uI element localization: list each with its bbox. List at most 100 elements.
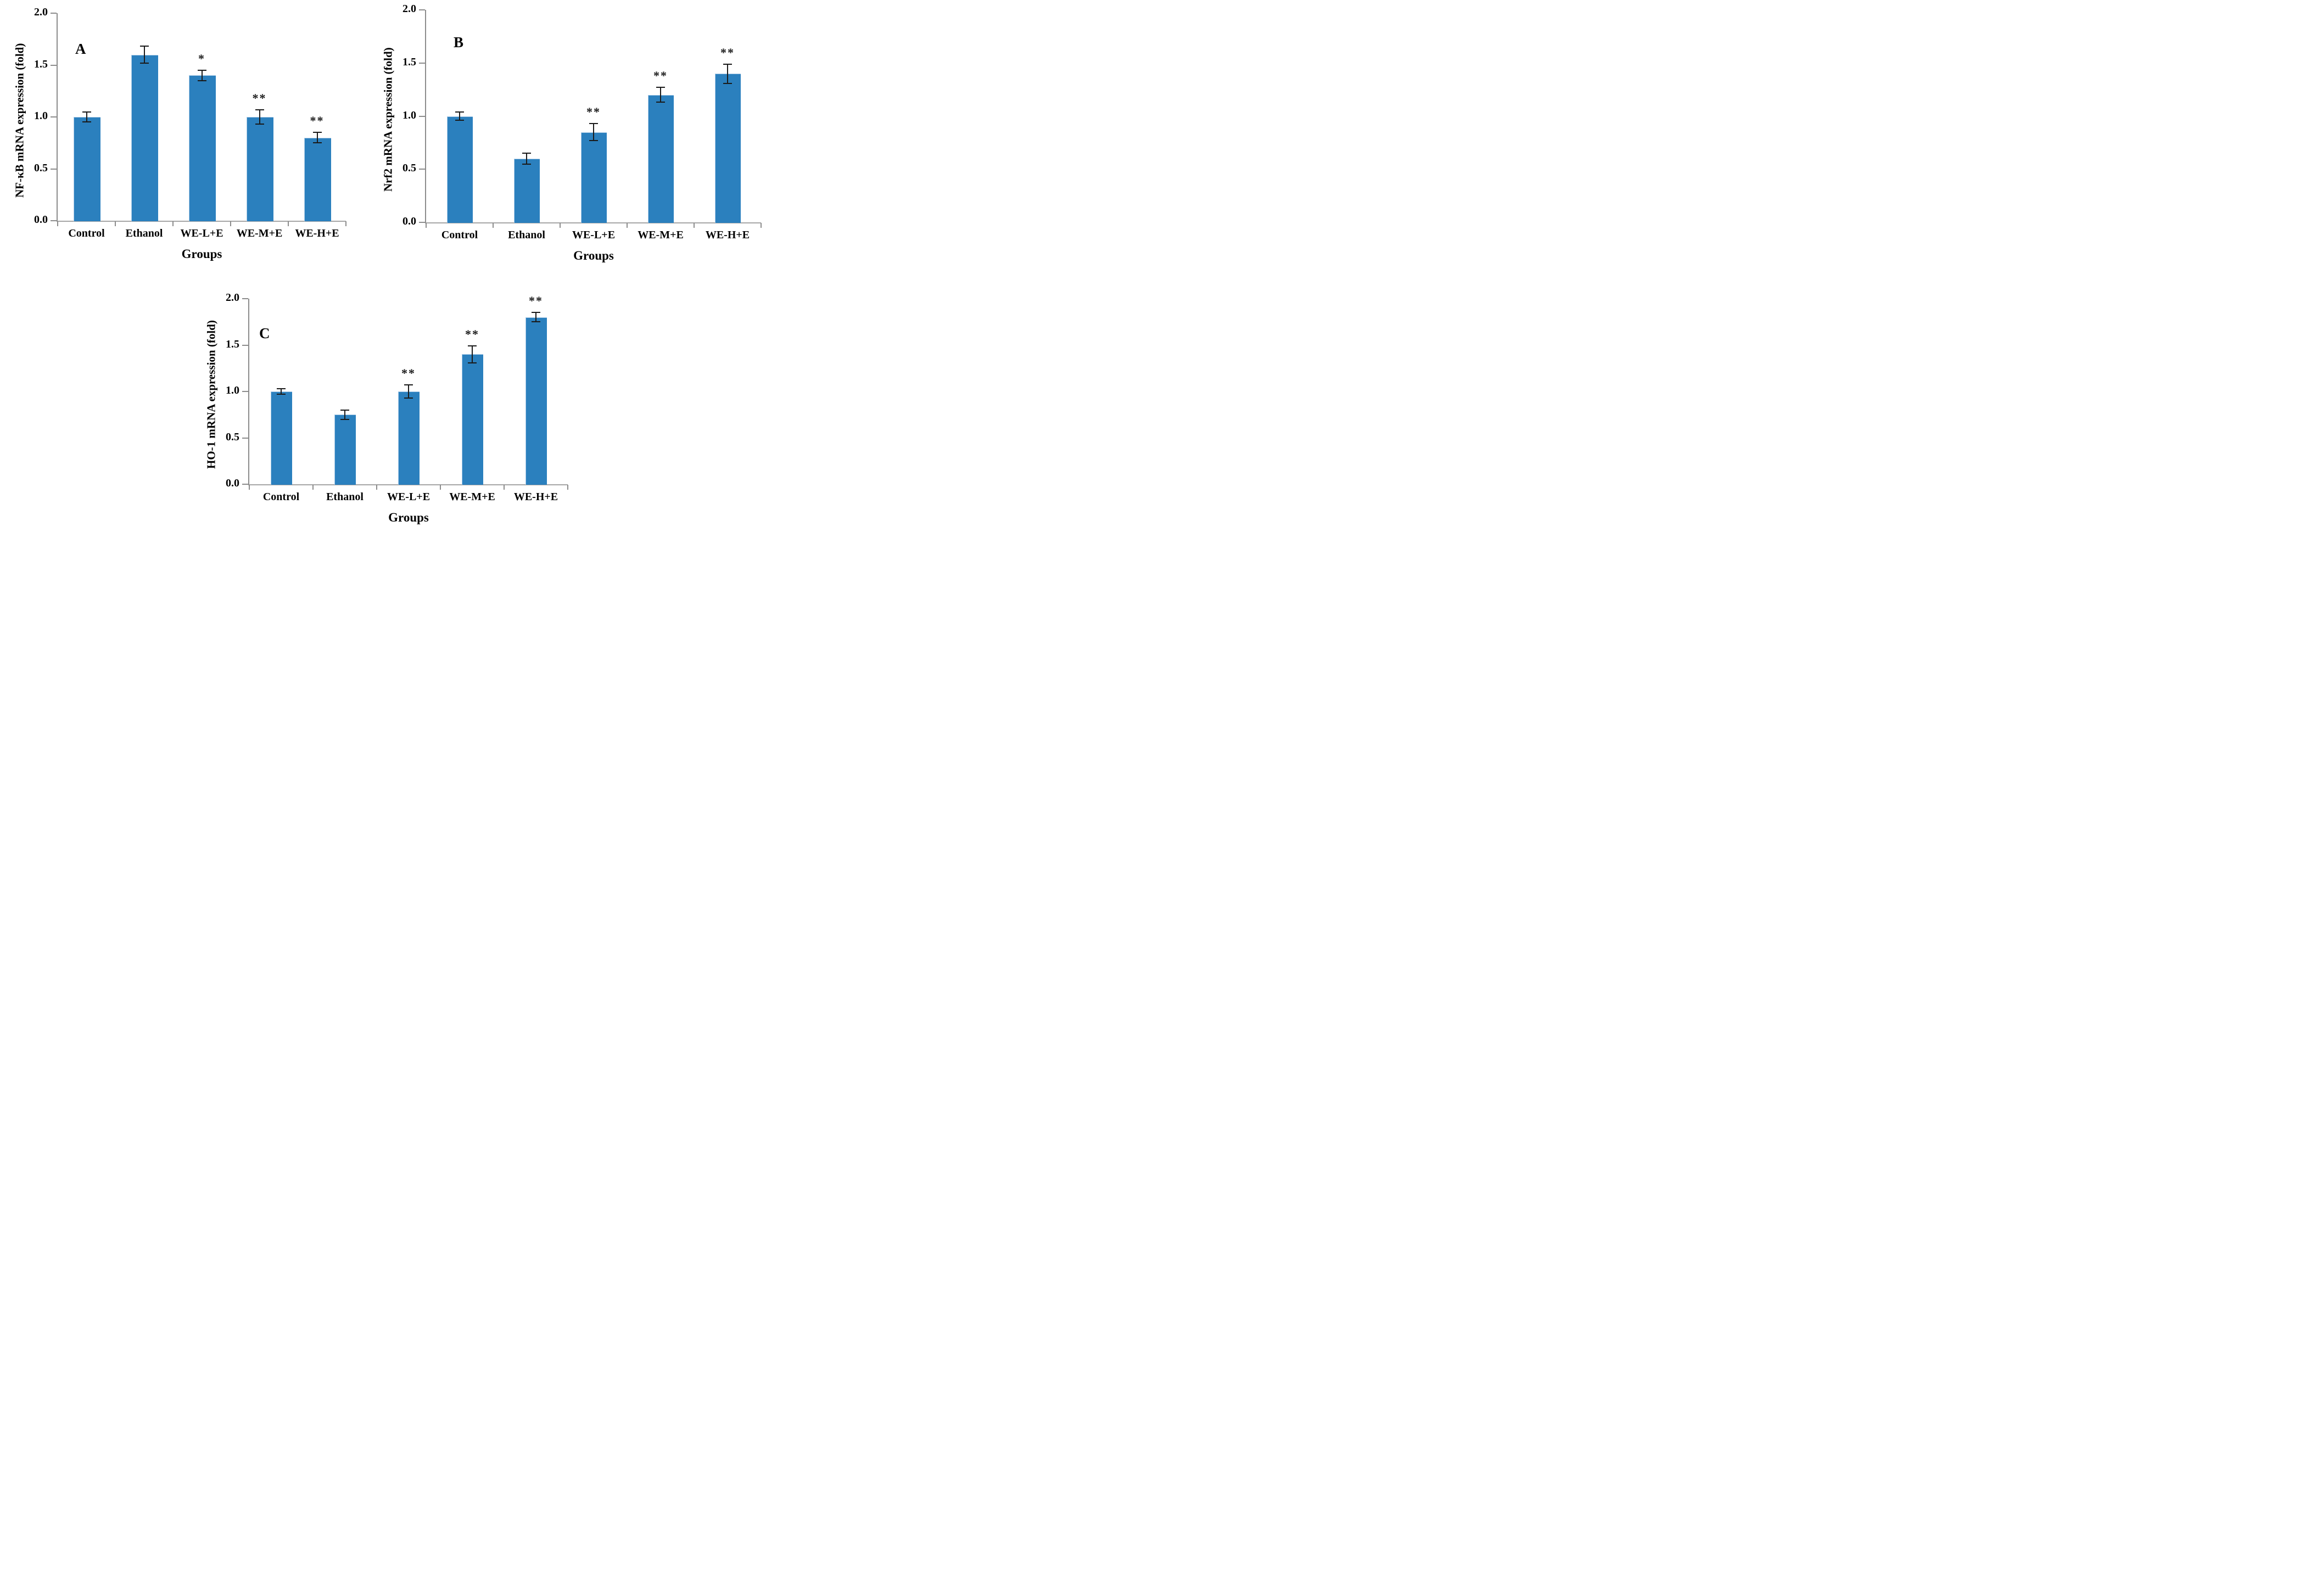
error-bar-cap — [340, 409, 349, 411]
panel-letter: B — [454, 34, 464, 51]
error-bar — [660, 87, 661, 103]
y-tick-mark — [419, 169, 425, 170]
y-tick-label: 1.5 — [226, 338, 239, 350]
significance-marker: ** — [465, 327, 479, 341]
error-bar-cap — [139, 46, 149, 47]
plot-area: B Groups 2.0 1.5 1.0 0.5 0.0 Control Ethanol **… — [402, 3, 762, 262]
significance-marker: ** — [310, 114, 325, 128]
error-bar — [86, 111, 87, 122]
y-tick-mark — [242, 391, 248, 392]
error-bar-cap — [404, 384, 413, 386]
y-tick-label: 2.0 — [226, 292, 239, 304]
y-tick-label: 2.0 — [402, 3, 416, 15]
error-bar-cap — [656, 87, 665, 88]
error-bar — [259, 109, 260, 125]
bar — [514, 158, 540, 223]
x-category-label: WE-M+E — [236, 227, 283, 239]
y-tick-mark — [51, 13, 57, 14]
y-tick-label: 0.5 — [226, 430, 239, 443]
y-tick-label: 2.0 — [34, 6, 48, 18]
error-bar — [593, 124, 594, 141]
x-category-label: WE-H+E — [705, 229, 750, 241]
bar — [188, 75, 216, 221]
panel-a: NF-κB mRNA expression (fold) A Groups 2.… — [0, 1, 371, 282]
x-category-label: WE-L+E — [387, 491, 430, 503]
error-bar-cap — [277, 394, 286, 395]
y-tick-mark — [419, 115, 425, 117]
error-bar-cap — [139, 62, 149, 64]
y-tick-mark — [51, 64, 57, 66]
x-tick-mark — [493, 223, 494, 228]
x-tick-mark — [288, 221, 289, 226]
x-category-label: Ethanol — [508, 229, 545, 241]
y-tick-label: 1.0 — [402, 109, 416, 121]
x-tick-mark — [694, 223, 695, 228]
error-bar-cap — [723, 82, 732, 84]
plot-area: A Groups 2.0 1.5 1.0 0.5 0.0 Control Ethanol * W… — [34, 6, 346, 261]
significance-marker: * — [198, 51, 205, 65]
x-tick-mark — [504, 485, 505, 490]
error-bar-cap — [532, 321, 540, 323]
error-bar — [143, 46, 145, 63]
x-category-label: WE-H+E — [513, 491, 558, 503]
bar — [525, 317, 547, 485]
x-tick-mark — [230, 221, 231, 226]
x-category-label: Control — [68, 227, 105, 239]
x-tick-mark — [627, 223, 628, 228]
x-tick-mark — [312, 485, 314, 490]
y-tick-mark — [242, 344, 248, 346]
error-bar — [316, 132, 318, 143]
significance-marker: ** — [401, 366, 416, 380]
x-category-label: WE-M+E — [449, 491, 495, 503]
error-bar-cap — [468, 345, 477, 347]
error-bar-cap — [197, 69, 206, 71]
y-tick-label: 1.5 — [402, 55, 416, 68]
x-axis-title: Groups — [181, 247, 222, 261]
significance-marker: ** — [252, 91, 267, 105]
x-tick-mark — [440, 485, 441, 490]
x-category-label: Control — [441, 229, 478, 241]
error-bar — [344, 410, 345, 419]
bar — [131, 54, 158, 221]
error-bar-cap — [340, 418, 349, 420]
significance-marker: ** — [529, 294, 543, 308]
panel-c: HO-1 mRNA expression (fold) C Groups 2.0… — [186, 285, 581, 532]
error-bar-cap — [723, 63, 732, 65]
y-tick-label: 0.0 — [226, 477, 239, 489]
bar — [715, 74, 741, 223]
y-tick-label: 0.5 — [34, 161, 48, 174]
error-bar-cap — [312, 132, 322, 133]
x-category-label: Control — [262, 491, 300, 503]
error-bar-cap — [656, 102, 665, 103]
bar — [334, 415, 356, 485]
error-bar-cap — [404, 397, 413, 399]
error-bar — [535, 312, 536, 322]
x-tick-mark — [115, 221, 116, 226]
x-category-label: WE-M+E — [638, 229, 684, 241]
y-tick-mark — [419, 222, 425, 223]
bar — [73, 117, 100, 221]
bar — [462, 354, 483, 485]
error-bar — [459, 111, 460, 121]
x-tick-mark — [567, 485, 568, 490]
error-bar-cap — [312, 142, 322, 144]
error-bar-cap — [455, 120, 464, 121]
plot-area: C Groups 2.0 1.5 1.0 0.5 0.0 Control Ethanol **… — [226, 292, 568, 524]
error-bar — [281, 388, 282, 395]
bar — [271, 391, 292, 485]
error-bar-cap — [468, 362, 477, 363]
y-tick-label: 1.0 — [226, 384, 239, 396]
x-tick-mark — [560, 223, 561, 228]
error-bar-cap — [82, 111, 91, 113]
y-tick-mark — [51, 220, 57, 221]
error-bar-cap — [455, 111, 464, 113]
error-bar — [408, 385, 409, 398]
y-tick-mark — [51, 168, 57, 170]
figure-canvas: NF-κB mRNA expression (fold) A Groups 2.… — [0, 0, 766, 532]
y-tick-mark — [51, 116, 57, 117]
y-tick-mark — [242, 298, 248, 299]
y-tick-label: 0.0 — [34, 214, 48, 226]
error-bar-cap — [255, 124, 264, 125]
x-category-label: WE-L+E — [180, 227, 223, 239]
error-bar — [201, 70, 203, 81]
